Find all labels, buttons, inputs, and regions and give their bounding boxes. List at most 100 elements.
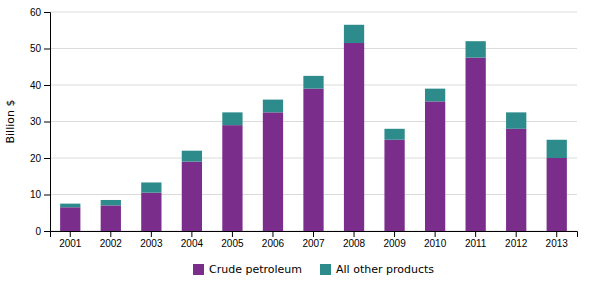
x-tick: 2002 <box>100 231 123 249</box>
x-tick-mark <box>313 231 314 237</box>
y-tick-label: 30 <box>30 116 42 127</box>
x-tick: 2005 <box>221 231 244 249</box>
y-tick-label: 10 <box>30 189 42 200</box>
x-axis-line <box>51 232 578 238</box>
legend-item: Crude petroleum <box>193 263 302 276</box>
grid-line <box>50 48 577 49</box>
bars <box>60 25 567 231</box>
x-tick-label: 2003 <box>140 238 163 249</box>
y-tick: 40 <box>30 80 50 91</box>
bar <box>506 129 526 231</box>
legend-item: All other products <box>320 263 434 276</box>
x-tick-label: 2001 <box>59 238 82 249</box>
bar <box>506 112 526 128</box>
x-tick: 2001 <box>59 231 82 249</box>
x-tick-mark <box>191 231 192 237</box>
x-tick: 2012 <box>505 231 528 249</box>
legend-label: Crude petroleum <box>209 263 302 276</box>
x-tick-label: 2011 <box>465 238 487 249</box>
x-tick-mark <box>394 231 395 237</box>
plot: 0102030405060200120022003200420052006200… <box>30 7 578 249</box>
x-tick: 2011 <box>465 231 487 249</box>
x-tick-mark <box>516 231 517 237</box>
bar <box>60 207 80 231</box>
bar <box>466 41 486 57</box>
y-tick-mark <box>44 195 50 196</box>
bar <box>141 182 161 192</box>
bar <box>222 125 242 231</box>
x-tick-mark <box>435 231 436 237</box>
x-tick: 2004 <box>181 231 204 249</box>
bar <box>425 89 445 102</box>
bar <box>263 100 283 113</box>
x-tick: 2008 <box>343 231 366 249</box>
bar <box>384 140 404 231</box>
y-tick-label: 50 <box>30 43 42 54</box>
y-tick-label: 60 <box>30 7 42 18</box>
y-tick: 60 <box>30 7 50 18</box>
x-tick: 2013 <box>546 231 569 249</box>
bar <box>101 205 121 231</box>
bar <box>141 193 161 231</box>
x-tick: 2009 <box>383 231 406 249</box>
bar <box>303 89 323 231</box>
bar <box>60 204 80 208</box>
x-tick-mark <box>354 231 355 237</box>
y-tick-mark <box>44 85 50 86</box>
x-tick-label: 2009 <box>383 238 406 249</box>
bar-series <box>60 25 567 208</box>
x-tick-mark <box>151 231 152 237</box>
x-tick-label: 2010 <box>424 238 447 249</box>
x-tick-label: 2008 <box>343 238 366 249</box>
bar <box>101 200 121 205</box>
y-tick: 50 <box>30 43 50 54</box>
grid <box>50 12 577 231</box>
x-tick-mark <box>272 231 273 237</box>
x-tick-mark <box>70 231 71 237</box>
bar <box>303 76 323 89</box>
y-tick: 10 <box>30 189 50 200</box>
y-tick-mark <box>44 49 50 50</box>
legend-swatch <box>320 264 331 275</box>
y-tick-label: 20 <box>30 153 42 164</box>
y-tick-mark <box>44 231 50 232</box>
legend: Crude petroleum All other products <box>193 263 434 276</box>
x-tick-label: 2013 <box>546 238 569 249</box>
x-tick-label: 2005 <box>221 238 244 249</box>
y-tick: 30 <box>30 116 50 127</box>
x-axis: 2001 2002 2003 2004 2005 2006 2007 2008 2009 2010… <box>51 231 578 249</box>
bar <box>182 162 202 231</box>
bar <box>222 112 242 125</box>
y-tick-label: 0 <box>35 226 41 237</box>
x-tick-mark <box>475 231 476 237</box>
bar <box>344 43 364 231</box>
y-tick-label: 40 <box>30 80 42 91</box>
x-tick: 2003 <box>140 231 163 249</box>
x-tick: 2007 <box>302 231 325 249</box>
y-tick-mark <box>44 12 50 13</box>
x-tick-mark <box>110 231 111 237</box>
bar-series <box>60 43 567 231</box>
x-tick-label: 2012 <box>505 238 528 249</box>
y-tick: 20 <box>30 153 50 164</box>
bar <box>547 140 567 158</box>
grid-line <box>50 12 577 13</box>
chart: 0102030405060200120022003200420052006200… <box>0 0 593 283</box>
x-tick-label: 2004 <box>181 238 204 249</box>
bar <box>344 25 364 43</box>
bar <box>425 101 445 231</box>
x-tick-label: 2002 <box>100 238 123 249</box>
y-axis-line <box>44 13 51 232</box>
bar <box>384 129 404 140</box>
bar <box>547 158 567 231</box>
bar <box>182 151 202 162</box>
x-tick-label: 2007 <box>302 238 325 249</box>
y-tick: 0 <box>35 226 50 237</box>
x-tick-label: 2006 <box>262 238 285 249</box>
x-tick: 2006 <box>262 231 285 249</box>
y-axis-title: Billion $ <box>4 100 17 144</box>
y-tick-mark <box>44 158 50 159</box>
x-tick-mark <box>556 231 557 237</box>
x-tick-mark <box>232 231 233 237</box>
bar <box>466 58 486 231</box>
